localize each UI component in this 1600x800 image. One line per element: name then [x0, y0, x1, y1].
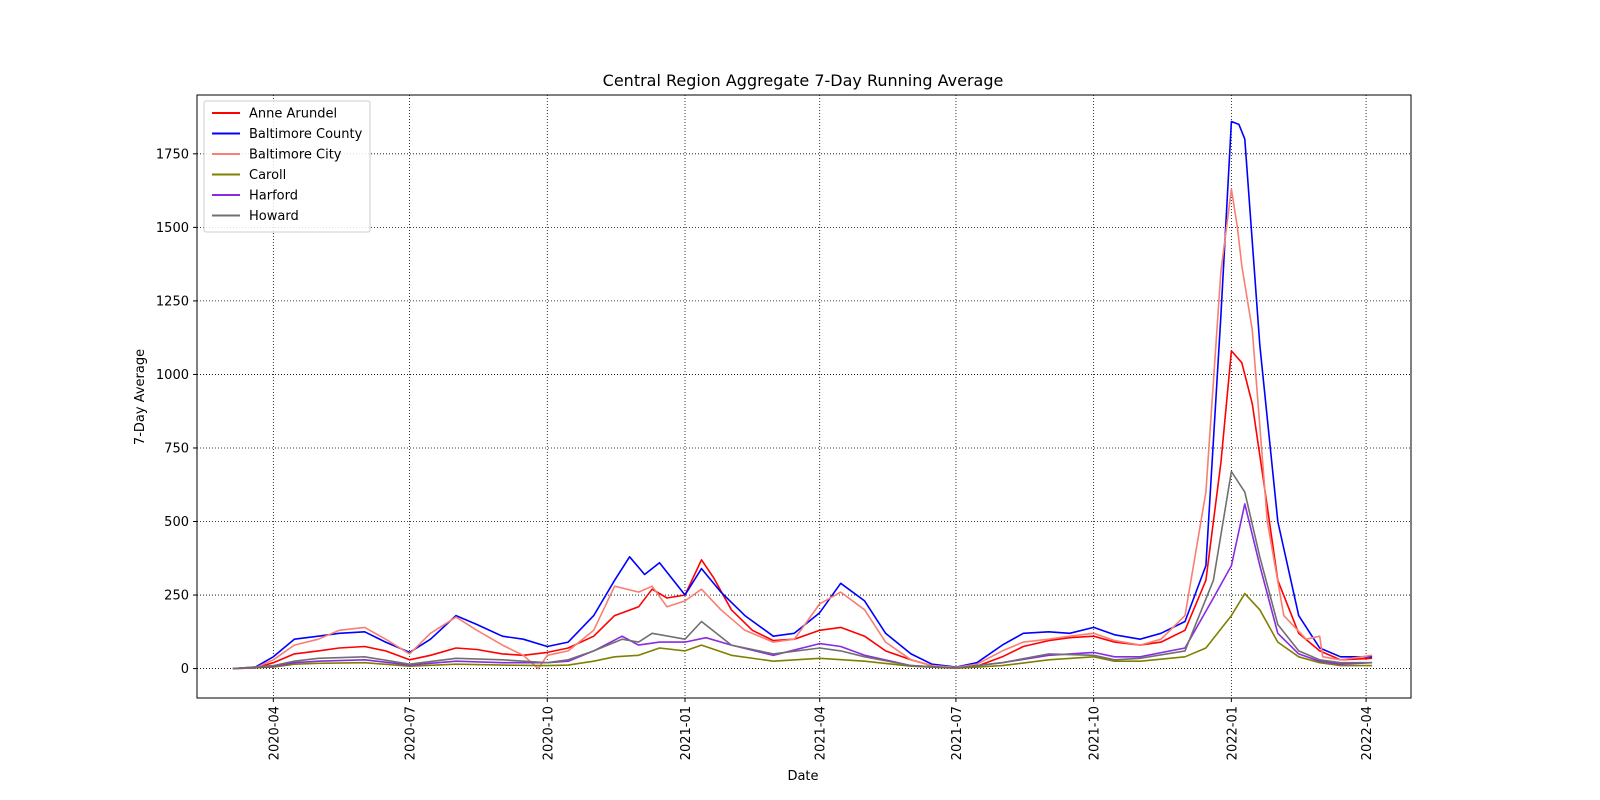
x-tick-label: 2022-01 — [1225, 706, 1240, 760]
x-tick-label: 2021-04 — [814, 706, 829, 760]
series-line-harford — [232, 503, 1373, 670]
y-tick-label: 1500 — [156, 221, 189, 236]
y-tick-label: 750 — [164, 441, 189, 456]
series-line-baltimore-county — [232, 120, 1373, 670]
y-tick-label: 0 — [181, 662, 189, 677]
x-tick-label: 2021-07 — [950, 706, 965, 760]
series-line-baltimore-city — [232, 188, 1373, 670]
legend-label: Harford — [249, 189, 298, 204]
series-line-caroll — [232, 592, 1373, 670]
x-axis-label: Date — [787, 769, 818, 784]
legend-label: Baltimore County — [249, 127, 363, 142]
legend: Anne Arundel Baltimore County Baltimore Ci… — [203, 100, 371, 233]
series-line-howard — [232, 470, 1373, 670]
y-tick-label: 500 — [164, 515, 189, 530]
y-tick-label: 1250 — [156, 294, 189, 309]
x-tick-label: 2020-10 — [541, 706, 556, 760]
x-tick-label: 2021-10 — [1088, 706, 1103, 760]
series-layer — [232, 120, 1373, 670]
x-tick-label: 2020-07 — [404, 706, 419, 760]
x-tick-label: 2022-04 — [1360, 706, 1375, 760]
legend-label: Howard — [249, 209, 299, 224]
legend-label: Anne Arundel — [249, 107, 337, 122]
legend-label: Baltimore City — [249, 148, 342, 163]
y-tick-label: 250 — [164, 589, 189, 604]
x-tick-layer: 2020-04 2020-07 2020-10 2021-01 2021-04 2021-… — [267, 698, 1375, 760]
y-tick-label: 1000 — [156, 368, 189, 383]
legend-box — [203, 100, 371, 233]
y-tick-layer: 0 250 500 750 1000 1250 1500 1750 — [156, 147, 197, 677]
series-line-anne-arundel — [232, 350, 1373, 670]
y-axis-label: 7-Day Average — [133, 349, 148, 445]
x-tick-label: 2021-01 — [679, 706, 694, 760]
legend-label: Caroll — [249, 168, 286, 183]
chart-title: Central Region Aggregate 7-Day Running A… — [603, 71, 1004, 90]
y-tick-label: 1750 — [156, 147, 189, 162]
plot-frame — [196, 94, 1412, 699]
x-tick-label: 2020-04 — [267, 706, 282, 760]
